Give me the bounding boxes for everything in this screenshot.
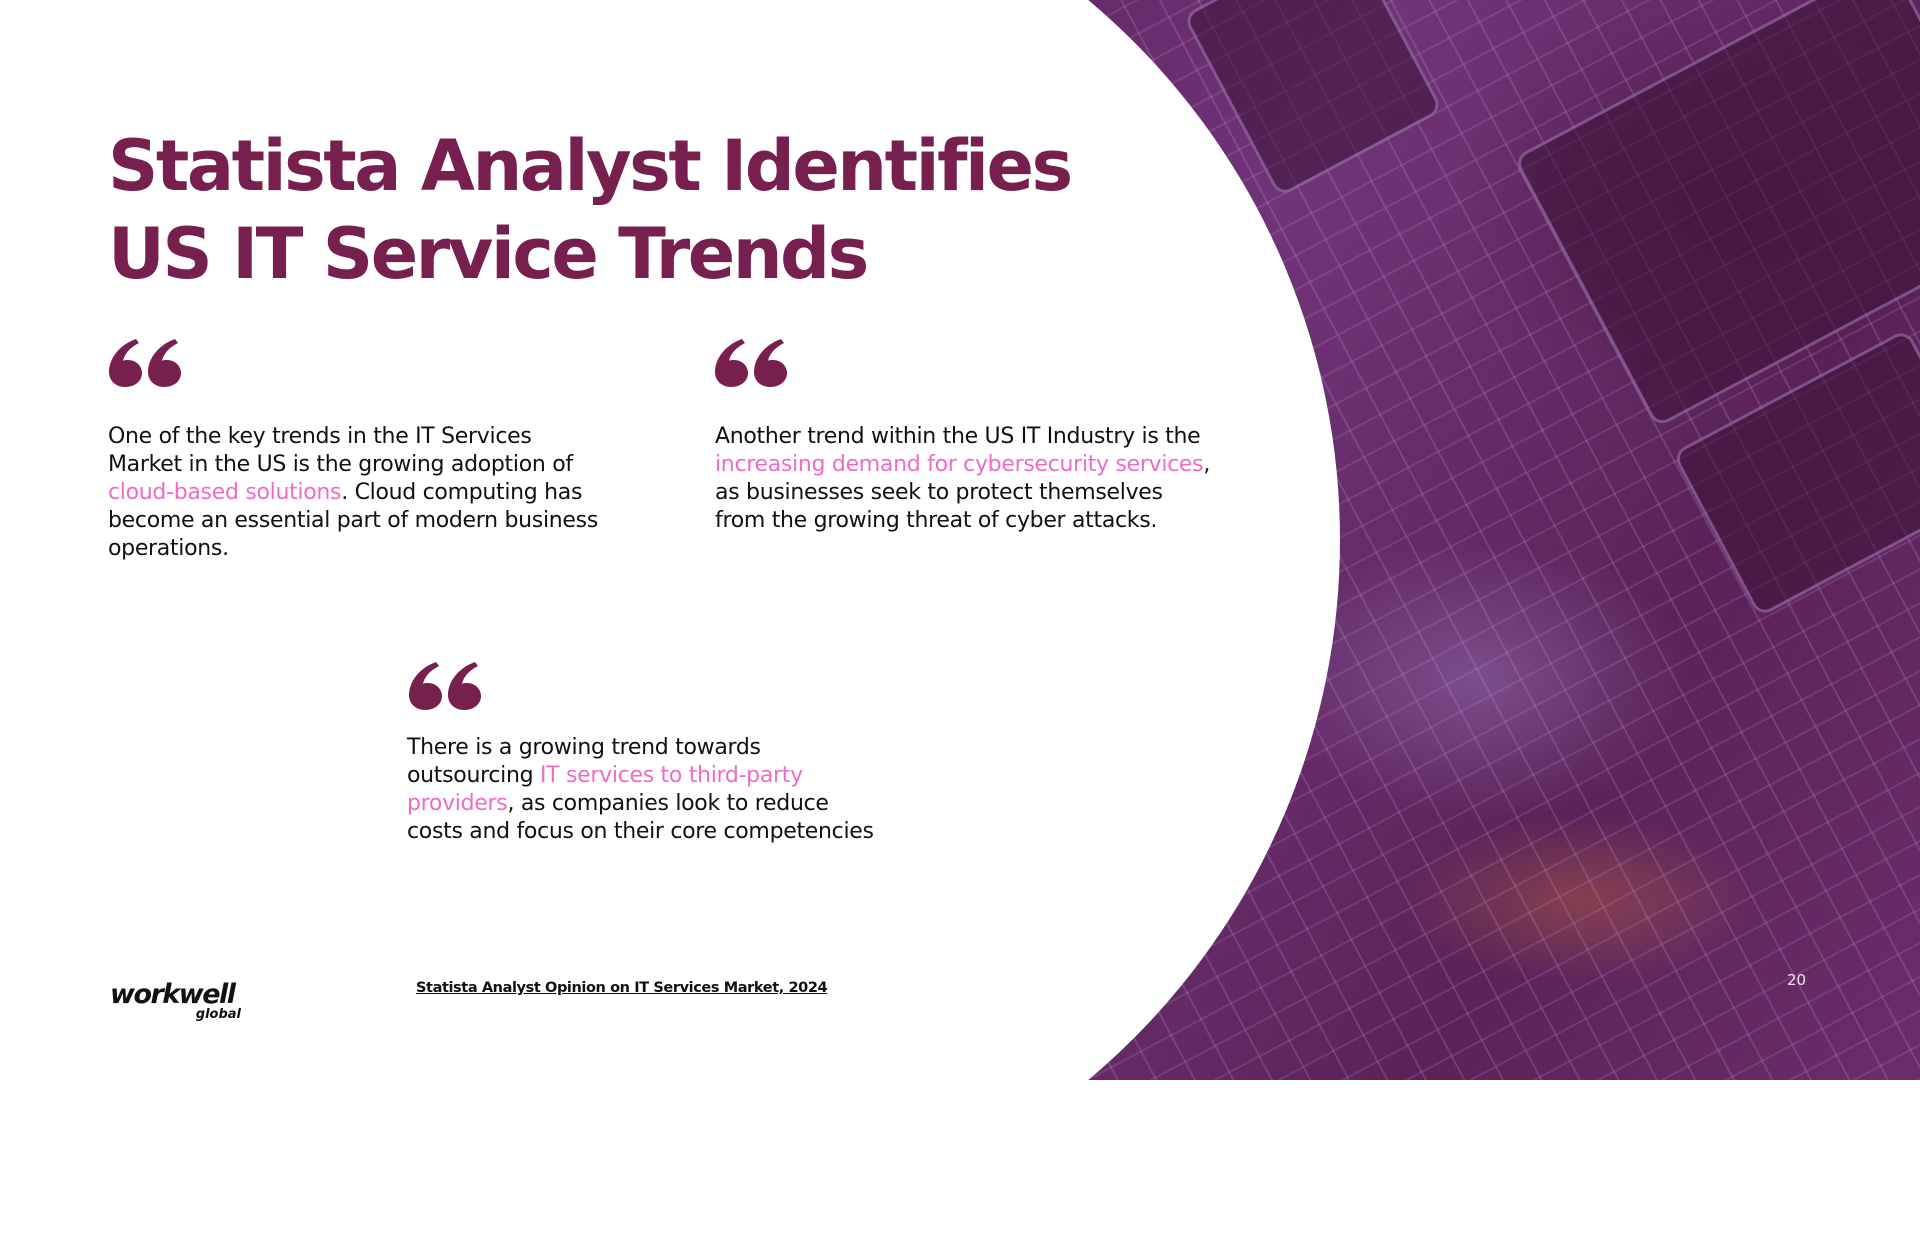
quote-open-icon — [408, 662, 482, 710]
trend-highlight: IT services to third-party providers — [407, 763, 803, 816]
trend-text-plain: , as businesses seek to protect themselv… — [715, 452, 1211, 533]
slide-title: Statista Analyst Identifies US IT Servic… — [108, 122, 1108, 298]
trend-text-plain: , as companies look to reduce costs and … — [407, 791, 874, 844]
quote-open-icon — [714, 339, 788, 387]
trend-text-cybersecurity: Another trend within the US IT Industry … — [715, 423, 1215, 535]
page-number: 20 — [1787, 971, 1807, 989]
trend-highlight: increasing demand for cybersecurity serv… — [715, 452, 1204, 477]
trend-text-plain: There is a growing trend towards outsour… — [407, 735, 761, 788]
slide-title-line-1: Statista Analyst Identifies — [108, 125, 1073, 207]
trend-text-plain: Another trend within the US IT Industry … — [715, 424, 1201, 449]
workwell-global-logo: workwell global — [110, 980, 245, 1026]
trend-text-plain: . Cloud computing has become an essentia… — [108, 480, 598, 561]
source-link[interactable]: Statista Analyst Opinion on IT Services … — [416, 980, 828, 996]
trend-text-outsourcing: There is a growing trend towards outsour… — [407, 734, 877, 846]
trend-highlight: cloud-based solutions — [108, 480, 342, 505]
slide-title-line-2: US IT Service Trends — [108, 213, 869, 295]
logo-wordmark: workwell — [110, 979, 236, 1010]
quote-open-icon — [108, 339, 182, 387]
trend-text-cloud: One of the key trends in the IT Services… — [108, 423, 598, 563]
slide-content: Statista Analyst Identifies US IT Servic… — [108, 122, 1807, 1026]
logo-subtitle: global — [195, 1007, 241, 1022]
trend-text-plain: One of the key trends in the IT Services… — [108, 424, 573, 477]
white-arc-panel — [0, 0, 1340, 1245]
